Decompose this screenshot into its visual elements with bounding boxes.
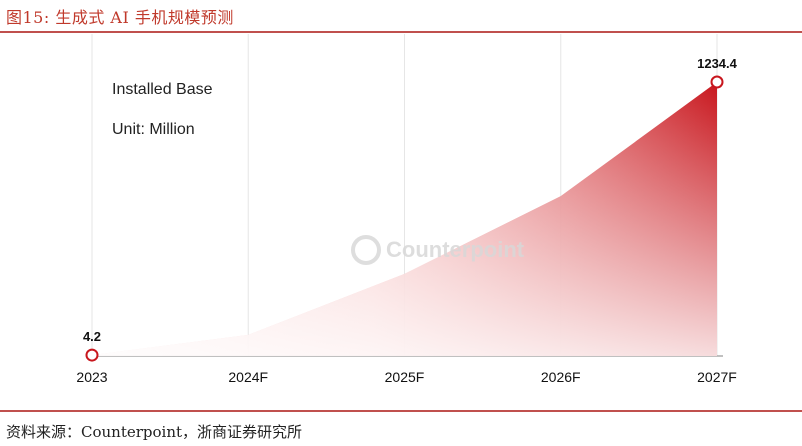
data-point [710,75,724,89]
data-label: 1234.4 [697,56,738,71]
source-note: 资料来源：Counterpoint，浙商证券研究所 [6,423,303,441]
area-chart: 2023 2024F 2025F 2026F 2027F 4.2 1234.4 Install… [76,34,738,385]
x-tick-label: 2024F [228,369,268,385]
installed-base-label: Installed Base [112,81,213,98]
unit-label: Unit: Million [112,121,195,138]
x-tick-label: 2026F [541,369,581,385]
watermark-text: Counterpoint [386,237,525,262]
figure-title: 图15: 生成式 AI 手机规模预测 [6,8,234,27]
area-fade [92,82,717,356]
source-rule [0,410,802,412]
x-tick-label: 2027F [697,369,737,385]
data-point [85,348,99,362]
area-series [92,82,717,356]
title-rule [0,31,802,33]
x-tick-label: 2023 [76,369,107,385]
data-label: 4.2 [83,329,101,344]
x-tick-label: 2025F [385,369,425,385]
watermark: Counterpoint [351,235,525,265]
watermark-logo-icon [351,235,381,265]
